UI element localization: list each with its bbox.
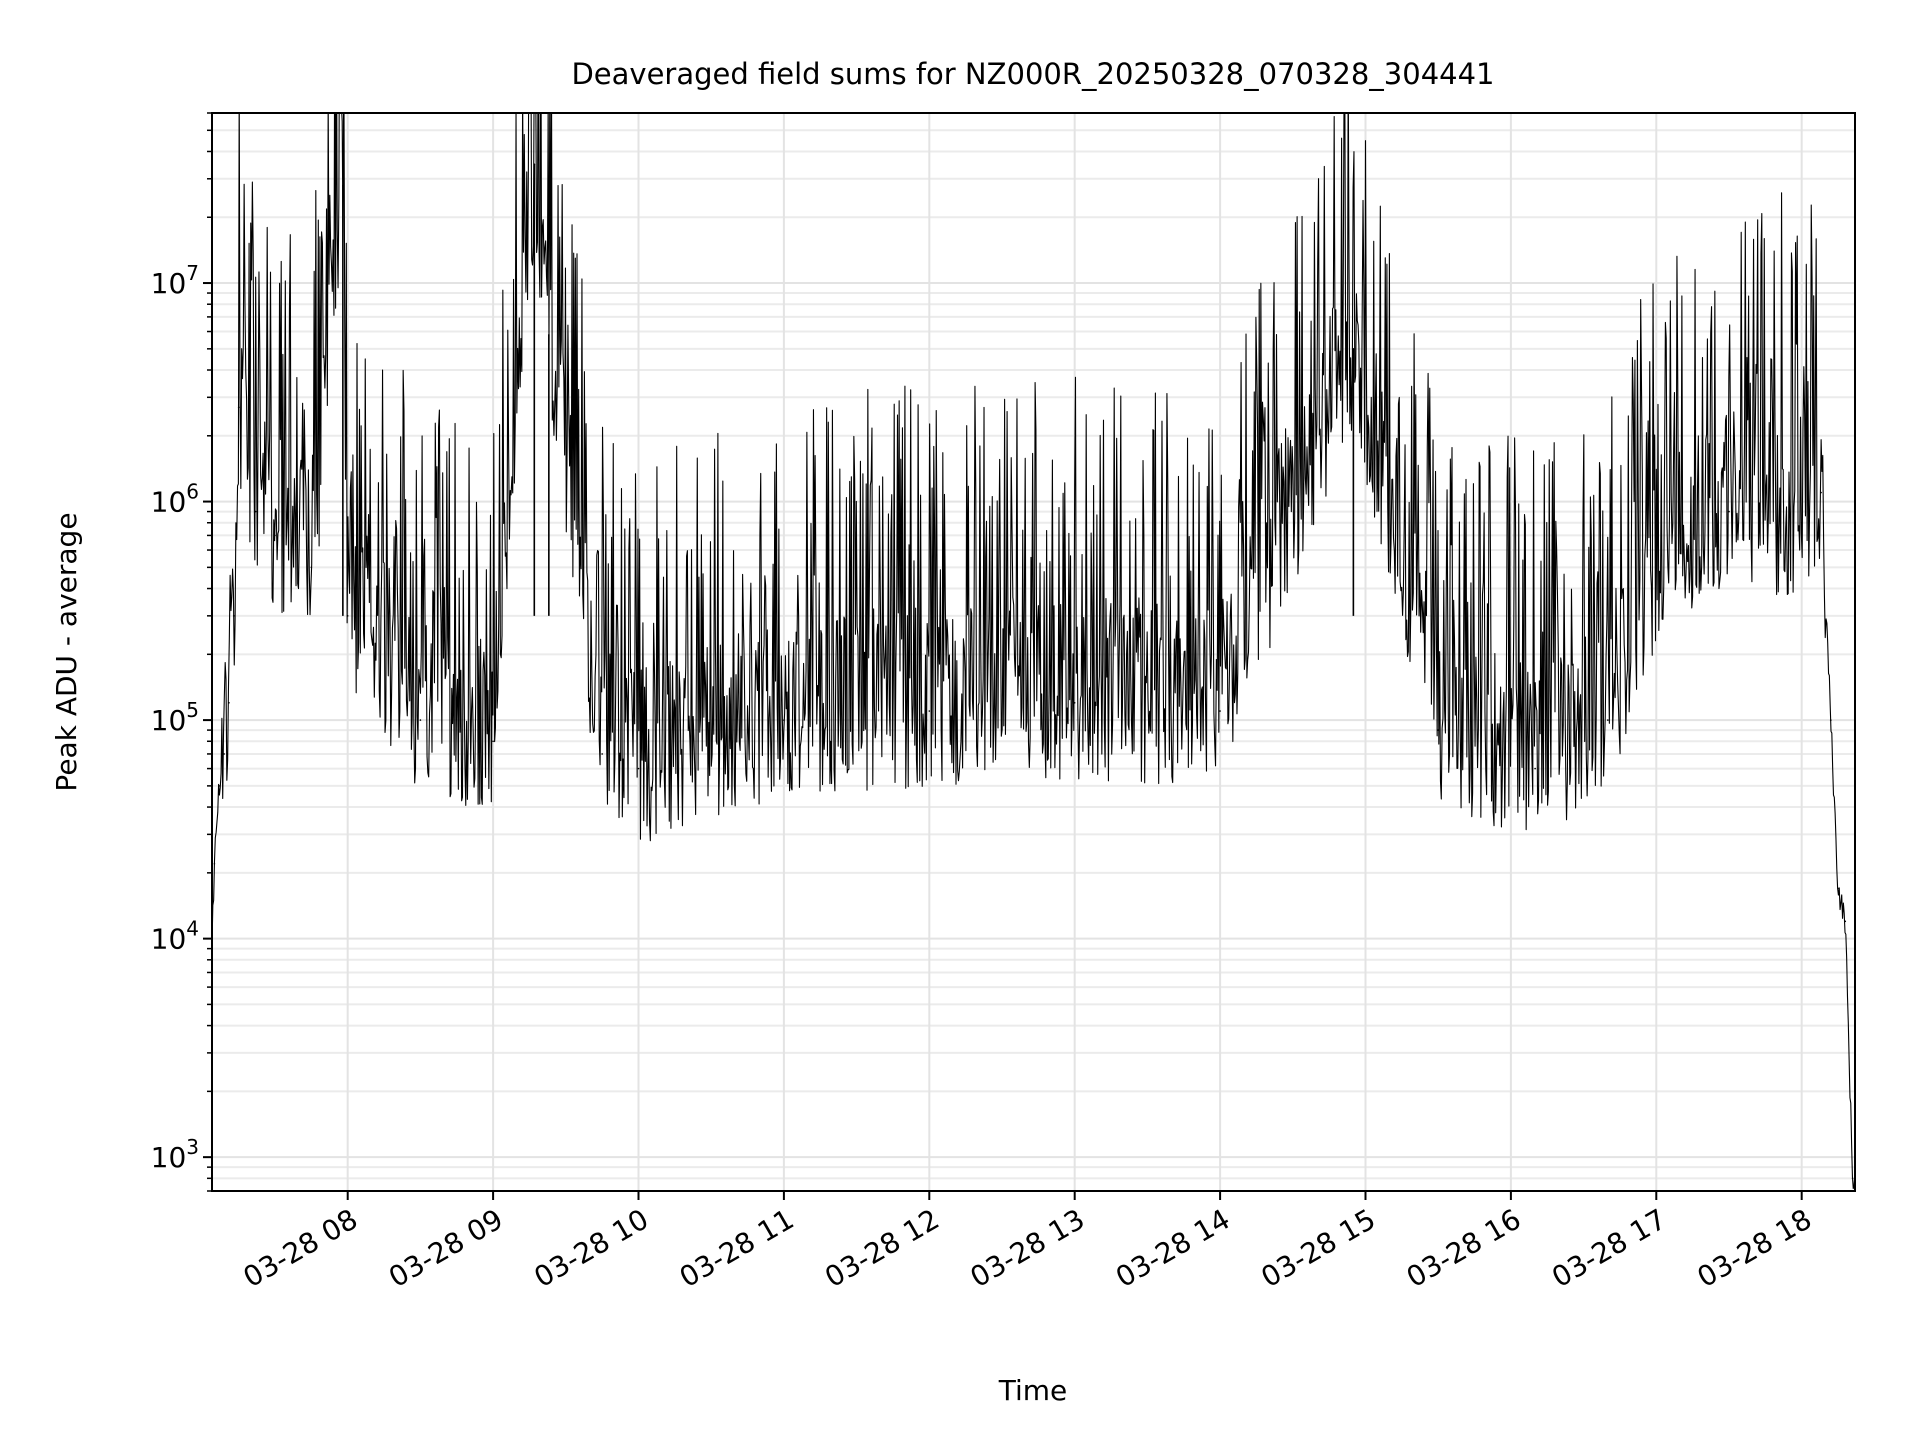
series-layer: [212, 113, 1855, 1190]
data-point: [1820, 491, 1822, 494]
chart-title: Deaveraged field sums for NZ000R_2025032…: [571, 57, 1494, 91]
y-tick-label: 107: [151, 261, 199, 300]
data-point: [637, 767, 640, 770]
data-point: [310, 566, 313, 569]
plot-frame: [211, 112, 1856, 1192]
y-axis: 103 104 105 106 107: [151, 112, 212, 1192]
data-point: [492, 740, 494, 743]
y-axis-label: Peak ADU - average: [50, 512, 83, 791]
data-point: [1534, 767, 1536, 770]
data-point: [346, 615, 349, 617]
data-point: [783, 719, 785, 721]
data-point: [223, 753, 225, 755]
data-point: [1728, 510, 1730, 513]
y-tick-label: 106: [151, 480, 199, 519]
data-point: [218, 785, 221, 787]
data-point: [213, 862, 216, 865]
y-tick-label: 105: [151, 698, 199, 737]
data-point: [601, 753, 603, 755]
data-point: [1607, 719, 1609, 721]
y-tick-label: 104: [151, 917, 199, 956]
data-point: [419, 719, 422, 721]
data-point: [254, 510, 257, 513]
data-point: [237, 406, 240, 409]
data-point: [233, 615, 235, 617]
y-tick-label: 103: [151, 1135, 199, 1174]
data-point: [1829, 719, 1832, 721]
data-point: [228, 701, 230, 704]
data-point: [1073, 701, 1076, 704]
series-line: [212, 113, 1855, 1190]
x-axis-label: Time: [998, 1374, 1068, 1407]
data-point: [1800, 521, 1803, 524]
data-point: [274, 534, 276, 537]
data-point: [1655, 566, 1658, 569]
data-point: [1437, 729, 1439, 731]
data-point: [1219, 710, 1221, 712]
data-point: [1851, 1177, 1854, 1180]
data-point: [928, 710, 931, 712]
data-point: [1837, 887, 1839, 890]
data-point: [1844, 920, 1847, 923]
